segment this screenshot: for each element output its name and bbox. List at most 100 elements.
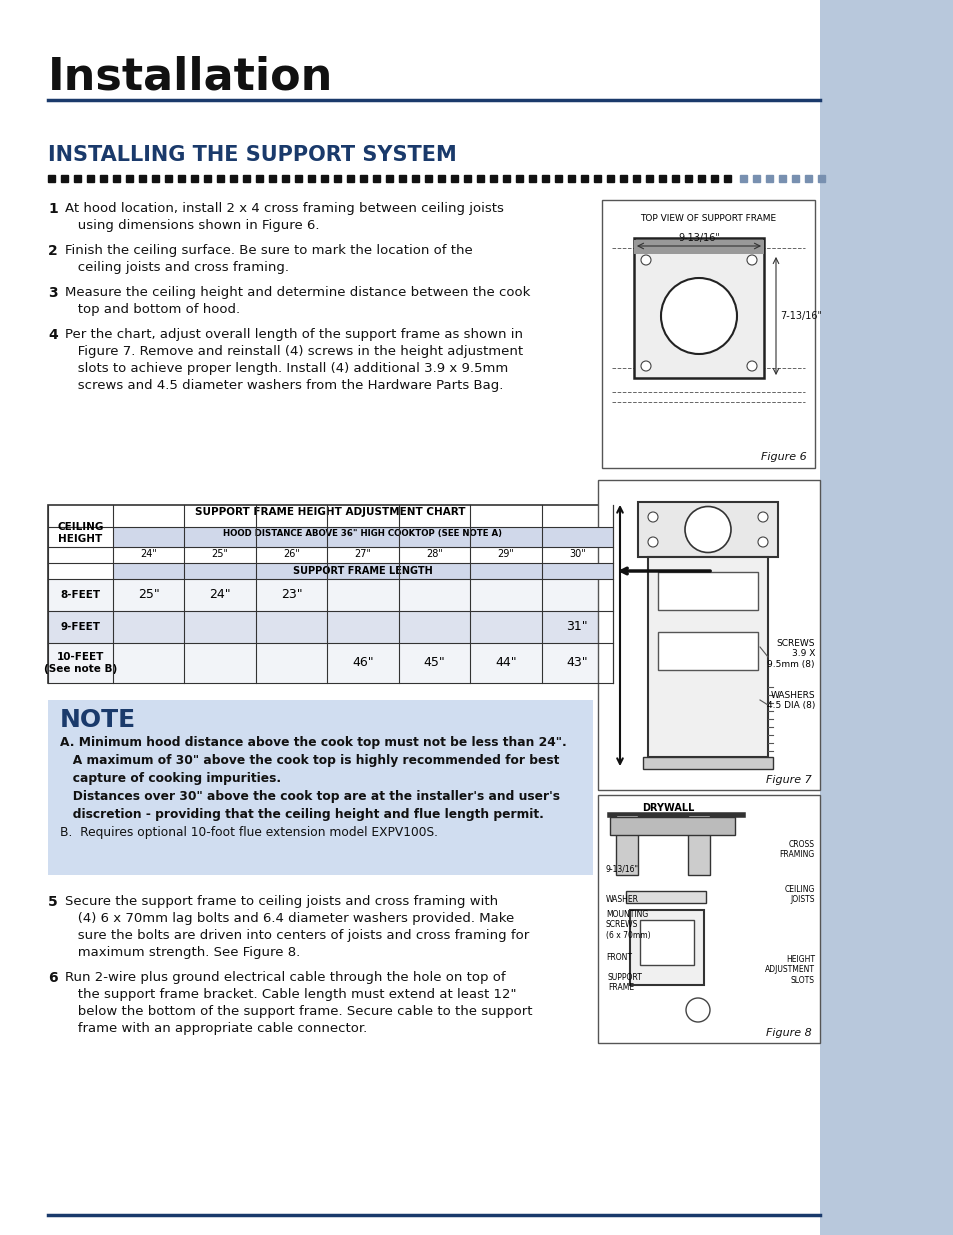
Bar xyxy=(804,175,811,182)
Bar xyxy=(516,175,522,182)
Bar xyxy=(112,175,120,182)
Bar xyxy=(48,505,613,683)
Bar xyxy=(740,175,746,182)
Text: DRYWALL: DRYWALL xyxy=(641,803,694,813)
Bar xyxy=(48,175,55,182)
Bar xyxy=(334,175,340,182)
Text: HEIGHT
ADJUSTMENT
SLOTS: HEIGHT ADJUSTMENT SLOTS xyxy=(764,955,814,984)
Text: Figure 7: Figure 7 xyxy=(765,776,811,785)
Bar xyxy=(820,0,953,1235)
Circle shape xyxy=(758,513,767,522)
Text: INSTALLING THE SUPPORT SYSTEM: INSTALLING THE SUPPORT SYSTEM xyxy=(48,144,456,165)
Bar xyxy=(791,175,799,182)
Text: TOP VIEW OF SUPPORT FRAME: TOP VIEW OF SUPPORT FRAME xyxy=(639,214,776,224)
Bar xyxy=(765,175,772,182)
Bar xyxy=(633,175,639,182)
Bar xyxy=(216,175,224,182)
Text: 6: 6 xyxy=(48,971,57,986)
Bar xyxy=(601,200,814,468)
Text: Per the chart, adjust overall length of the support frame as shown in
   Figure : Per the chart, adjust overall length of … xyxy=(65,329,522,391)
Text: Distances over 30" above the cook top are at the installer's and user's: Distances over 30" above the cook top ar… xyxy=(60,790,559,803)
Bar xyxy=(412,175,418,182)
Text: NOTE: NOTE xyxy=(60,708,136,732)
Bar xyxy=(243,175,250,182)
Bar xyxy=(152,175,159,182)
Bar xyxy=(598,795,820,1044)
Text: 25": 25" xyxy=(212,550,229,559)
Bar xyxy=(629,910,703,986)
Bar xyxy=(639,920,693,965)
Bar xyxy=(817,175,824,182)
Text: capture of cooking impurities.: capture of cooking impurities. xyxy=(60,772,281,785)
Bar xyxy=(710,175,718,182)
Text: 44": 44" xyxy=(495,657,517,669)
Text: CROSS
FRAMING: CROSS FRAMING xyxy=(779,840,814,860)
Bar xyxy=(476,175,483,182)
Bar xyxy=(165,175,172,182)
Bar xyxy=(567,175,575,182)
Bar xyxy=(320,175,328,182)
Bar xyxy=(74,175,81,182)
Bar xyxy=(191,175,198,182)
Bar xyxy=(594,175,600,182)
Bar xyxy=(386,175,393,182)
Text: A maximum of 30" above the cook top is highly recommended for best: A maximum of 30" above the cook top is h… xyxy=(60,755,558,767)
Text: 43": 43" xyxy=(566,657,587,669)
Text: 9-FEET: 9-FEET xyxy=(60,622,100,632)
Bar xyxy=(634,240,763,254)
Bar xyxy=(294,175,302,182)
Bar xyxy=(204,175,211,182)
Bar xyxy=(112,563,613,579)
Text: 45": 45" xyxy=(423,657,445,669)
Bar xyxy=(282,175,289,182)
Bar xyxy=(647,557,767,757)
Text: Figure 6: Figure 6 xyxy=(760,452,806,462)
Bar xyxy=(126,175,132,182)
Circle shape xyxy=(647,513,658,522)
Bar xyxy=(139,175,146,182)
Bar xyxy=(502,175,510,182)
Text: 4: 4 xyxy=(48,329,58,342)
Bar xyxy=(48,579,613,611)
Bar xyxy=(598,480,820,790)
Bar xyxy=(752,175,760,182)
Text: 26": 26" xyxy=(283,550,299,559)
Bar xyxy=(609,818,734,835)
Text: CEILING
HEIGHT: CEILING HEIGHT xyxy=(57,522,104,543)
Circle shape xyxy=(684,506,730,552)
Text: 31": 31" xyxy=(566,620,587,634)
Bar xyxy=(779,175,785,182)
Text: 5: 5 xyxy=(48,895,58,909)
Circle shape xyxy=(640,361,650,370)
Bar xyxy=(606,175,614,182)
Bar xyxy=(178,175,185,182)
Bar xyxy=(424,175,432,182)
Text: 25": 25" xyxy=(137,589,159,601)
Text: B.  Requires optional 10-foot flue extension model EXPV100S.: B. Requires optional 10-foot flue extens… xyxy=(60,826,437,839)
Text: Secure the support frame to ceiling joists and cross framing with
   (4) 6 x 70m: Secure the support frame to ceiling jois… xyxy=(65,895,529,960)
Bar xyxy=(698,175,704,182)
Text: 46": 46" xyxy=(352,657,374,669)
Circle shape xyxy=(640,254,650,266)
Bar xyxy=(463,175,471,182)
Text: SCREWS
3.9 X
9.5mm (8): SCREWS 3.9 X 9.5mm (8) xyxy=(767,638,814,669)
Bar xyxy=(61,175,68,182)
Text: 24": 24" xyxy=(209,589,231,601)
Bar xyxy=(48,611,613,643)
Bar xyxy=(437,175,444,182)
Text: Measure the ceiling height and determine distance between the cook
   top and bo: Measure the ceiling height and determine… xyxy=(65,287,530,316)
Text: Finish the ceiling surface. Be sure to mark the location of the
   ceiling joist: Finish the ceiling surface. Be sure to m… xyxy=(65,245,473,274)
Bar xyxy=(658,572,758,610)
Bar xyxy=(580,175,587,182)
Circle shape xyxy=(685,998,709,1023)
Bar xyxy=(359,175,367,182)
Text: 3: 3 xyxy=(48,287,57,300)
Text: At hood location, install 2 x 4 cross framing between ceiling joists
   using di: At hood location, install 2 x 4 cross fr… xyxy=(65,203,503,232)
Bar xyxy=(684,175,691,182)
Bar xyxy=(490,175,497,182)
Text: 24": 24" xyxy=(140,550,157,559)
Text: SUPPORT FRAME LENGTH: SUPPORT FRAME LENGTH xyxy=(293,566,433,576)
Text: Installation: Installation xyxy=(48,56,333,98)
Bar xyxy=(723,175,730,182)
Text: 7-13/16": 7-13/16" xyxy=(780,311,821,321)
